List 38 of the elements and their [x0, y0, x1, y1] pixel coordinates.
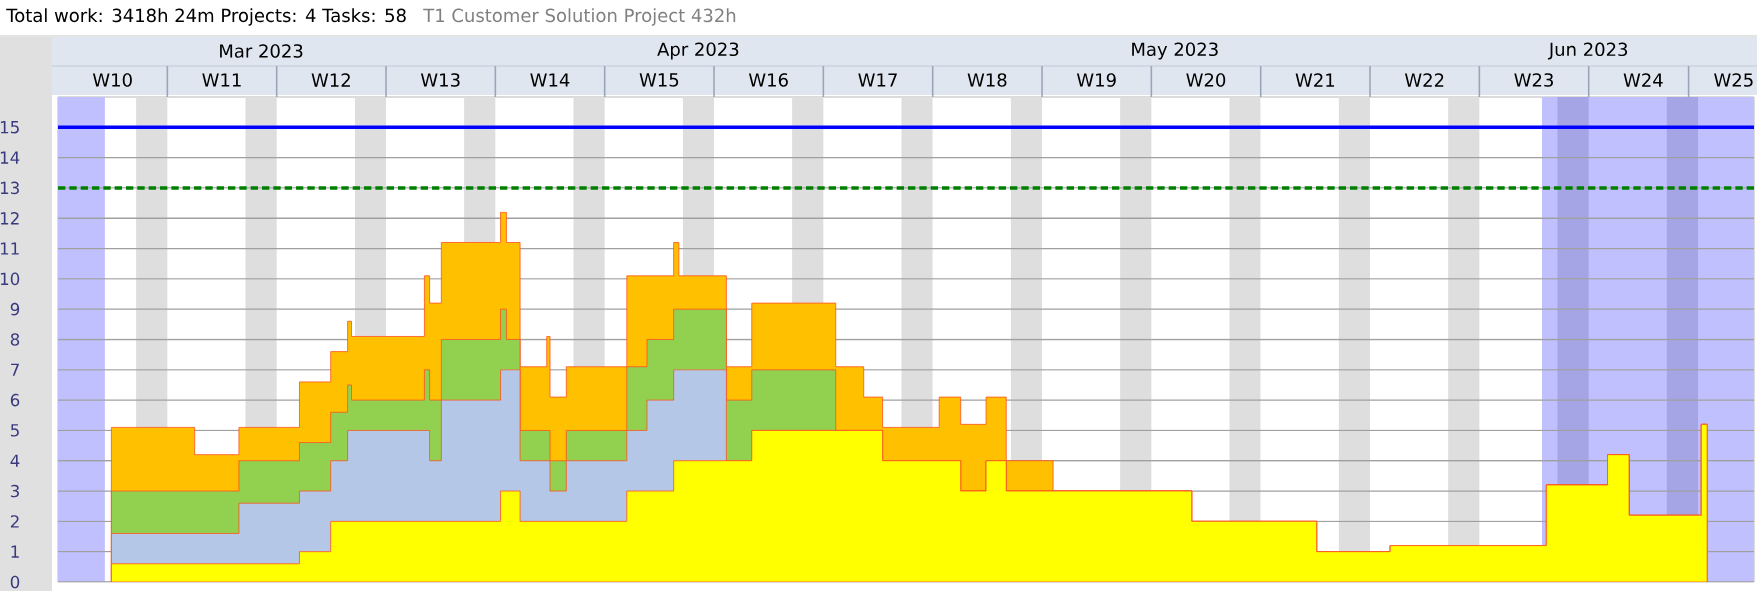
chart-subtitle: T1 Customer Solution Project 432h — [423, 8, 736, 26]
y-tick-label: 7 — [11, 363, 19, 376]
y-tick-label: 13 — [0, 181, 19, 195]
x-tick-label: W20 — [1186, 73, 1226, 87]
x-tick-label: W18 — [967, 73, 1007, 87]
y-tick-label: 1 — [11, 545, 19, 558]
x-tick-label: W14 — [530, 73, 570, 87]
y-tick-label: 2 — [10, 515, 19, 528]
x-tick-label: W11 — [202, 73, 241, 87]
x2-tick-label: May 2023 — [1132, 42, 1218, 60]
x-tick-label: W12 — [311, 73, 350, 87]
y-tick-label: 14 — [0, 151, 20, 164]
y-tick-label: 5 — [10, 424, 19, 437]
x-tick-label: W25 — [1714, 73, 1753, 87]
x-tick-label: W19 — [1076, 73, 1116, 87]
x-tick-label: W10 — [92, 73, 132, 87]
x2-tick-label: Jun 2023 — [1547, 42, 1628, 60]
y-tick-label: 6 — [10, 393, 20, 407]
y-tick-label: 11 — [0, 242, 19, 255]
y-tick-label: 15 — [0, 121, 19, 134]
x-tick-label: W15 — [639, 73, 679, 87]
y-tick-label: 9 — [10, 302, 20, 316]
x-tick-label: W16 — [748, 73, 788, 87]
y-tick-label: 12 — [0, 212, 19, 225]
x-tick-label: W17 — [858, 73, 897, 87]
y-tick-label: 0 — [10, 575, 20, 589]
y-tick-label: 10 — [0, 272, 20, 286]
x-tick-label: W22 — [1404, 73, 1444, 87]
x-tick-label: W21 — [1295, 73, 1335, 87]
y-tick-label: 4 — [10, 454, 20, 467]
y-tick-label: 3 — [10, 484, 19, 498]
chart-title: Total work: 3418h 24m Projects: 4 Tasks: 58 — [6, 8, 406, 26]
x-tick-label: W13 — [420, 73, 460, 87]
y-tick-label: 8 — [10, 333, 20, 346]
x2-tick-label: Mar 2023 — [220, 44, 303, 58]
x-tick-label: W24 — [1623, 73, 1663, 87]
x-tick-label: W23 — [1514, 73, 1553, 87]
x2-tick-label: Apr 2023 — [657, 42, 739, 60]
